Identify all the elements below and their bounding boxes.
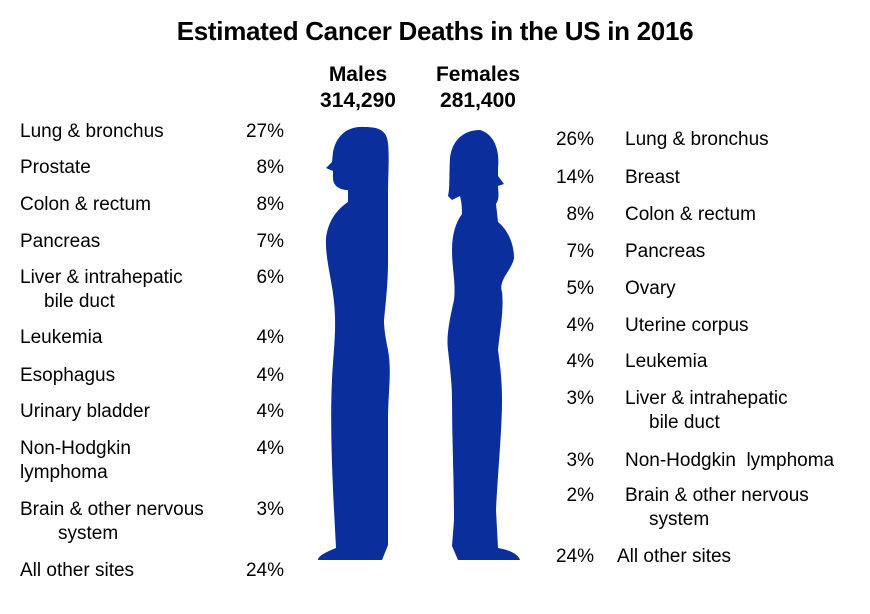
female-site-percent: 8% bbox=[566, 204, 594, 225]
female-site-percent: 5% bbox=[566, 278, 594, 299]
female-site-percent: 3% bbox=[566, 450, 594, 471]
female-site-percent: 14% bbox=[555, 167, 594, 188]
male-site-percent: 4% bbox=[256, 327, 284, 348]
female-site-percent: 3% bbox=[566, 388, 594, 409]
male-site-name: Pancreas bbox=[20, 231, 101, 252]
male-site-name: Non-Hodgkin lymphoma bbox=[20, 437, 245, 485]
male-site-percent: 6% bbox=[256, 267, 284, 288]
male-site-name: All other sites bbox=[20, 560, 135, 581]
male-site-name-line1: Brain & other nervous bbox=[20, 499, 204, 520]
female-site-percent: 4% bbox=[566, 351, 594, 372]
female-site-name: Breast bbox=[625, 167, 680, 188]
male-site-name-line2: lymphoma bbox=[20, 462, 108, 483]
males-heading: Males 314,290 bbox=[298, 62, 418, 114]
male-site-name: Leukemia bbox=[20, 327, 103, 348]
male-site-percent: 8% bbox=[256, 157, 284, 178]
female-site-name: Brain & other nervous system bbox=[625, 484, 865, 532]
male-site-name: Liver & intrahepatic bile duct bbox=[20, 266, 245, 314]
female-site-name: Non-Hodgkin lymphoma bbox=[625, 450, 835, 471]
female-site-name-line1: Brain & other nervous bbox=[625, 485, 809, 506]
females-total: 281,400 bbox=[440, 89, 516, 112]
male-site-percent: 4% bbox=[256, 438, 284, 459]
female-site-percent: 24% bbox=[555, 546, 594, 567]
male-site-name-line1: Non-Hodgkin bbox=[20, 438, 131, 459]
males-label: Males bbox=[328, 63, 388, 86]
male-site-name: Esophagus bbox=[20, 365, 116, 386]
female-site-name: Uterine corpus bbox=[625, 315, 749, 336]
male-site-percent: 3% bbox=[256, 499, 284, 520]
male-site-percent: 8% bbox=[256, 194, 284, 215]
females-heading: Females 281,400 bbox=[418, 62, 538, 114]
female-site-name: Pancreas bbox=[625, 241, 706, 262]
female-site-name: Colon & rectum bbox=[625, 204, 756, 225]
females-label: Females bbox=[435, 63, 521, 86]
male-site-percent: 4% bbox=[256, 401, 284, 422]
male-site-percent: 4% bbox=[256, 365, 284, 386]
male-site-name: Urinary bladder bbox=[20, 401, 150, 422]
female-site-name: Ovary bbox=[625, 278, 676, 299]
diagram-title: Estimated Cancer Deaths in the US in 201… bbox=[176, 16, 694, 46]
male-site-name: Colon & rectum bbox=[20, 194, 151, 215]
female-site-percent: 2% bbox=[566, 485, 594, 506]
female-site-name: All other sites bbox=[617, 546, 732, 567]
male-site-name-line1: Liver & intrahepatic bbox=[20, 267, 183, 288]
female-site-name: Liver & intrahepatic bile duct bbox=[625, 387, 865, 435]
male-site-name: Lung & bronchus bbox=[20, 121, 164, 142]
male-site-name-line2: bile duct bbox=[44, 291, 115, 312]
female-site-percent: 7% bbox=[566, 241, 594, 262]
male-site-percent: 24% bbox=[245, 560, 284, 581]
female-site-name-line2: system bbox=[649, 509, 710, 530]
female-site-percent: 4% bbox=[566, 315, 594, 336]
female-site-percent: 26% bbox=[555, 129, 594, 150]
female-site-name: Leukemia bbox=[625, 351, 708, 372]
female-site-name: Lung & bronchus bbox=[625, 129, 769, 150]
male-site-name: Prostate bbox=[20, 157, 91, 178]
female-site-name-line2: bile duct bbox=[649, 412, 720, 433]
male-site-percent: 27% bbox=[245, 121, 284, 142]
male-site-percent: 7% bbox=[256, 231, 284, 252]
female-site-name-line1: Liver & intrahepatic bbox=[625, 388, 788, 409]
male-site-name: Brain & other nervous system bbox=[20, 498, 245, 546]
males-total: 314,290 bbox=[320, 89, 396, 112]
male-silhouette-icon bbox=[318, 126, 390, 560]
male-site-name-line2: system bbox=[58, 523, 119, 544]
female-silhouette-icon bbox=[447, 130, 520, 560]
